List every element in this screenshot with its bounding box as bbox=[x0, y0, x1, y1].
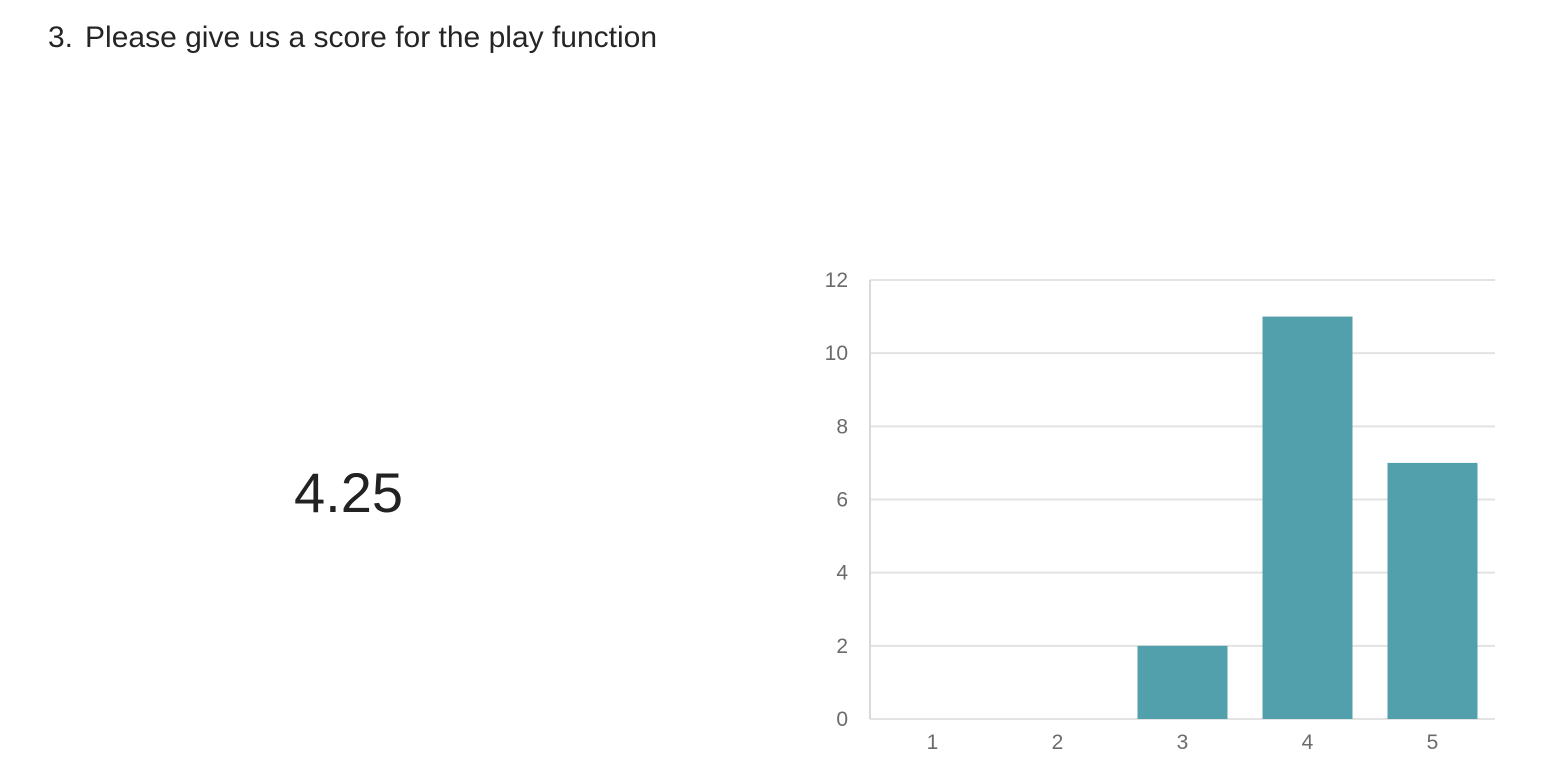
x-tick-label: 3 bbox=[1177, 731, 1189, 754]
y-tick-label: 8 bbox=[836, 415, 848, 438]
chart-bars bbox=[1137, 316, 1478, 719]
bar-5 bbox=[1387, 462, 1478, 719]
bar-4 bbox=[1262, 316, 1353, 719]
x-tick-label: 1 bbox=[927, 731, 939, 754]
average-score: 4.25 bbox=[294, 461, 403, 524]
question-text: Please give us a score for the play func… bbox=[85, 21, 658, 54]
chart-gridlines bbox=[870, 279, 1495, 720]
y-tick-label: 2 bbox=[836, 635, 848, 658]
bar-3 bbox=[1137, 645, 1228, 719]
x-axis-ticks: 1 2 3 4 5 bbox=[927, 731, 1439, 754]
x-tick-label: 5 bbox=[1427, 731, 1439, 754]
y-tick-label: 12 bbox=[825, 269, 848, 292]
x-tick-label: 4 bbox=[1302, 731, 1314, 754]
y-tick-label: 4 bbox=[836, 562, 848, 585]
question-title: 3. Please give us a score for the play fu… bbox=[48, 18, 657, 58]
y-tick-label: 6 bbox=[836, 489, 848, 512]
y-axis-ticks: 0 2 4 6 8 10 12 bbox=[825, 269, 849, 731]
y-tick-label: 0 bbox=[836, 708, 848, 731]
x-tick-label: 2 bbox=[1052, 731, 1064, 754]
question-number: 3. bbox=[48, 21, 74, 54]
y-tick-label: 10 bbox=[825, 342, 848, 365]
